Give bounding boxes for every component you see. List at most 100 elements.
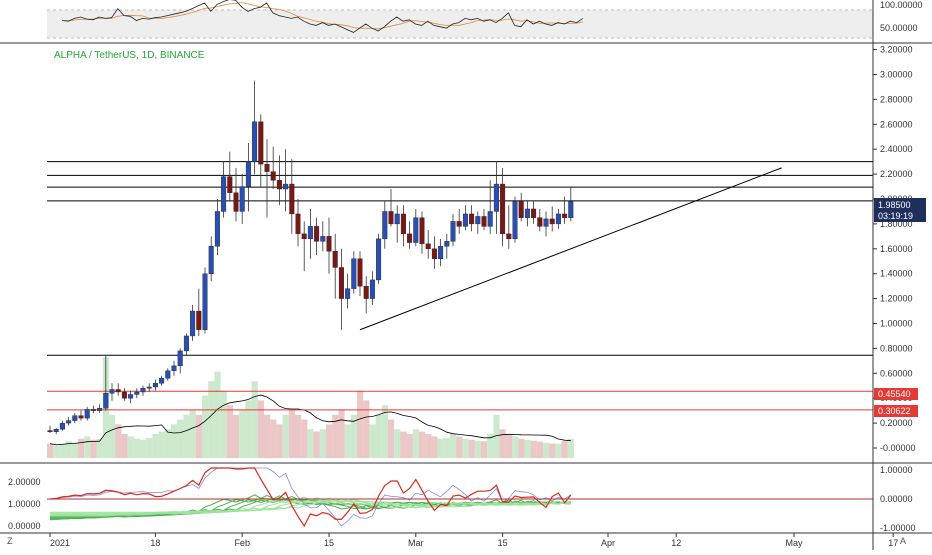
volume-bar — [78, 438, 85, 458]
candle — [59, 422, 65, 430]
candle — [493, 183, 499, 212]
candle — [53, 429, 59, 433]
volume-bar — [406, 434, 413, 458]
macd-right-tick-label: -1.00000 — [880, 523, 916, 533]
candle — [289, 183, 295, 215]
volume-bar — [344, 424, 351, 458]
rsi-band — [47, 10, 873, 38]
time-tick-label: 15 — [324, 538, 334, 548]
candle — [524, 208, 530, 218]
candles — [47, 80, 574, 435]
rsi-tick-label: 50.00000 — [880, 23, 918, 33]
volume-bar — [363, 400, 370, 458]
volume-bar — [220, 390, 227, 458]
volume-bar — [301, 419, 308, 458]
candle — [376, 238, 382, 281]
volume-bar — [257, 400, 264, 458]
candle — [171, 365, 177, 372]
level-badge-2-value: 0.30622 — [878, 406, 911, 416]
volume-bar — [288, 410, 295, 458]
candle — [326, 236, 332, 252]
volume-bar — [84, 436, 91, 458]
volume-bar — [121, 434, 128, 458]
volume-bar — [425, 434, 432, 458]
price-badge-countdown: 03:19:19 — [878, 211, 913, 221]
volume-bar — [319, 429, 326, 458]
volume-bar — [264, 414, 271, 458]
time-tick-label: 18 — [150, 538, 160, 548]
volume-bar — [109, 414, 116, 458]
candle — [407, 233, 413, 243]
candle — [512, 201, 518, 240]
candle — [431, 248, 437, 259]
candle — [382, 211, 388, 240]
volume-ma-line — [49, 394, 571, 446]
candle — [239, 186, 245, 212]
volume-bar — [326, 424, 333, 458]
candle — [413, 217, 419, 243]
candle — [152, 383, 158, 388]
corner-label-right[interactable]: A — [900, 536, 906, 546]
volume-bar — [71, 442, 78, 458]
candle — [481, 216, 487, 227]
price-tick-label: 1.00000 — [880, 319, 913, 329]
time-tick-label: Feb — [234, 538, 250, 548]
price-badge-bg — [874, 198, 926, 222]
candle — [66, 420, 72, 424]
volume-bar — [443, 437, 450, 458]
volume-bar — [481, 441, 488, 458]
volume-bar — [350, 414, 357, 458]
volume-bar — [375, 414, 382, 458]
rsi-tick-label: 100.00000 — [880, 0, 923, 10]
price-tick-label: 1.80000 — [880, 219, 913, 229]
volume-bar — [127, 436, 134, 458]
price-panel: ALPHA / TetherUS, 1D, BINANCE 3.20000 3.0… — [47, 45, 916, 458]
volume-bar — [233, 414, 240, 458]
candle — [506, 233, 512, 240]
volume-bar — [474, 440, 481, 458]
candle — [196, 310, 202, 330]
candle — [338, 267, 344, 299]
macd-right-tick-label: 1.00000 — [880, 465, 913, 475]
macd-left-tick-label: 2.00000 — [8, 477, 41, 487]
candle — [128, 394, 134, 399]
volume-bar — [512, 436, 519, 458]
volume-bar — [555, 443, 562, 458]
chart-title: ALPHA / TetherUS, 1D, BINANCE — [54, 50, 205, 61]
macd-line — [49, 467, 572, 528]
candle — [555, 213, 561, 225]
volume-bar — [561, 441, 568, 458]
candle — [283, 183, 289, 190]
candle — [252, 121, 258, 162]
corner-label-left[interactable]: Z — [7, 536, 13, 546]
volume-bar — [140, 439, 147, 458]
candle — [227, 176, 233, 193]
candle — [146, 386, 152, 389]
volume-bar — [450, 434, 457, 458]
candle — [140, 388, 146, 393]
trendline[interactable] — [359, 167, 782, 331]
volume-bar — [518, 438, 525, 458]
price-tick-label: 1.20000 — [880, 294, 913, 304]
volume-bar — [282, 414, 289, 458]
volume-bar — [164, 429, 171, 458]
volume-bar — [59, 443, 66, 458]
price-tick-label: 2.40000 — [880, 144, 913, 154]
candle — [314, 226, 320, 242]
volume-bar — [462, 438, 469, 458]
volume-bar — [400, 431, 407, 458]
volume-bar — [214, 371, 221, 458]
volume-bar — [419, 431, 426, 458]
candle — [165, 370, 171, 379]
candle — [562, 213, 568, 218]
candle — [109, 389, 115, 394]
candle — [518, 201, 524, 218]
volume-bar — [146, 437, 153, 458]
candle — [103, 393, 109, 409]
macd-left-tick-label: 0.00000 — [8, 521, 41, 531]
candle — [177, 350, 183, 367]
volume-bar — [505, 434, 512, 458]
candle — [357, 258, 363, 287]
rsi-axis: 100.00000 50.00000 — [880, 0, 923, 33]
